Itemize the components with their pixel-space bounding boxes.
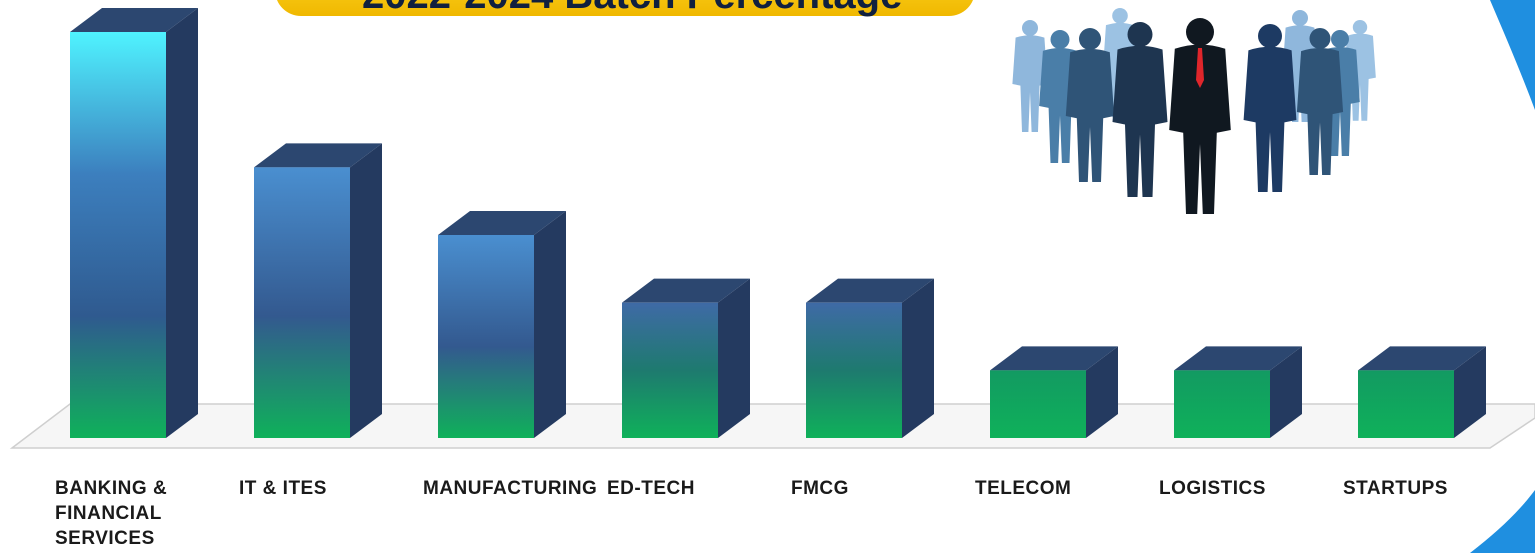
person-silhouette — [1296, 28, 1344, 176]
bar — [806, 278, 934, 438]
tie — [1196, 48, 1204, 88]
floor-platform — [9, 403, 1535, 449]
bar-side — [902, 278, 934, 438]
category-label-line: TELECOM — [975, 478, 1071, 499]
category-label: FMCG — [791, 478, 849, 499]
category-label-line: FMCG — [791, 478, 849, 499]
bar-front — [1358, 370, 1454, 438]
category-label-line: MANUFACTURING — [423, 478, 597, 499]
bar — [1358, 346, 1486, 438]
bar-front — [622, 302, 718, 438]
bar — [438, 211, 566, 438]
category-label-line: BANKING & — [55, 478, 167, 499]
bar-cap — [254, 143, 382, 168]
business-people-illustration — [1012, 8, 1376, 214]
bar-side — [166, 8, 198, 438]
bar-cap — [806, 278, 934, 303]
chart-title: 2022-2024 Batch Percentage — [362, 0, 902, 17]
bar-front — [806, 302, 902, 438]
bar — [70, 8, 198, 438]
category-label-line: SERVICES — [55, 528, 155, 549]
bar-cap — [438, 211, 566, 235]
bar-side — [1270, 346, 1302, 438]
bar-side — [1086, 346, 1118, 438]
bar-cap — [990, 346, 1118, 371]
person-silhouette — [1065, 28, 1115, 183]
person-silhouette — [1169, 18, 1231, 214]
category-label-line: ED-TECH — [607, 478, 695, 499]
bar-front — [990, 370, 1086, 438]
category-label: LOGISTICS — [1159, 478, 1266, 499]
bar-side — [1454, 346, 1486, 438]
title-badge: 2022-2024 Batch Percentage — [277, 0, 973, 17]
bar-cap — [1358, 346, 1486, 371]
accent-swoosh — [1490, 0, 1535, 110]
category-label: STARTUPS — [1343, 478, 1448, 499]
bar-front — [70, 32, 166, 438]
person-silhouette — [1243, 24, 1297, 192]
category-label-line: FINANCIAL — [55, 503, 162, 524]
category-label: BANKING & FINANCIAL SERVICES — [55, 478, 167, 549]
bar-cap — [622, 278, 750, 303]
bar — [1174, 346, 1302, 438]
bar-cap — [1174, 346, 1302, 371]
bar — [254, 143, 382, 439]
bar — [622, 278, 750, 438]
person-silhouette — [1112, 22, 1168, 197]
category-label: IT & ITES — [239, 478, 327, 499]
bar-front — [254, 167, 350, 439]
bars-group — [70, 8, 1486, 439]
accent-swoosh-bottom — [1470, 490, 1535, 553]
bar-cap — [70, 8, 198, 32]
bar-side — [534, 211, 566, 438]
bar — [990, 346, 1118, 438]
category-label-line: LOGISTICS — [1159, 478, 1266, 499]
category-label: TELECOM — [975, 478, 1071, 499]
category-label: MANUFACTURING — [423, 478, 597, 499]
category-label-line: IT & ITES — [239, 478, 327, 499]
category-label: ED-TECH — [607, 478, 695, 499]
category-labels: BANKING & FINANCIAL SERVICES IT & ITES MANUF… — [55, 478, 1448, 549]
bar-front — [438, 235, 534, 438]
bar-front — [1174, 370, 1270, 438]
person-silhouette — [1012, 20, 1048, 133]
category-label-line: STARTUPS — [1343, 478, 1448, 499]
bar-side — [718, 278, 750, 438]
bar-side — [350, 143, 382, 439]
